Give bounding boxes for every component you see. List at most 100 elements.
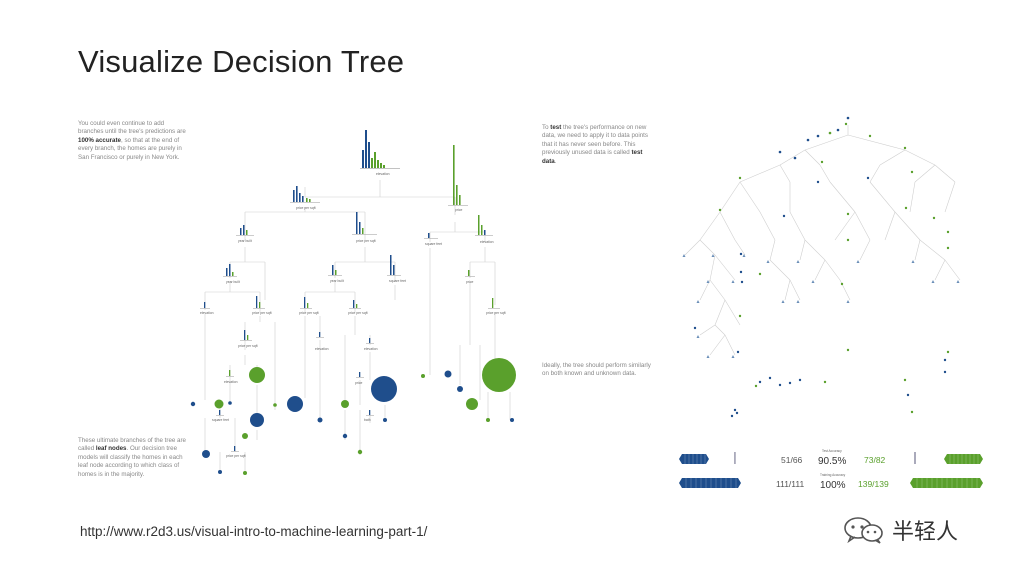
- test-ny-count: 51/66: [781, 455, 803, 465]
- node-elevation-5-label: elevation: [224, 380, 238, 384]
- train-sf-count: 139/139: [858, 479, 889, 489]
- leaf-node: [444, 370, 452, 378]
- node-elevation-3-label: elevation: [200, 311, 214, 315]
- node-elevation-5-histogram: [226, 370, 234, 377]
- node-bath-2-label: bath: [364, 418, 371, 422]
- leaf-paragraph: These ultimate branches of the tree are …: [78, 437, 190, 479]
- node-price-per-sqft-3-histogram: [253, 296, 265, 309]
- train-ny-bar: [679, 478, 741, 488]
- node-price-3-label: price: [355, 381, 362, 385]
- node-bath-label: elevation: [315, 347, 329, 351]
- test-sf-bar: [944, 454, 983, 464]
- node-elevation-3-histogram: [200, 302, 210, 309]
- train-accuracy-caption: Training Accuracy: [820, 473, 846, 477]
- node-price-per-sqft-2-label: price per sqft: [356, 239, 376, 243]
- node-price-per-sqft-2-histogram: [352, 212, 377, 235]
- test-bold-2: test data: [542, 149, 643, 165]
- node-price-per-sqft-7-histogram: [240, 330, 252, 341]
- node-square-feet-3-label: square feet: [212, 418, 229, 422]
- test-misclass-mark: [734, 452, 736, 464]
- leaf-node: [273, 403, 277, 407]
- right-tree-nodes: [693, 116, 950, 418]
- node-price-per-sqft-6-histogram: [488, 298, 500, 309]
- train-sf-bar: [910, 478, 983, 488]
- leaf-text: These ultimate branches of the tree are …: [78, 437, 186, 453]
- test-paragraph: To test the tree's performance on new da…: [542, 124, 654, 166]
- leaf-node: [214, 399, 224, 409]
- node-bath-2-histogram: [366, 410, 374, 416]
- node-year-built-2-label: year built: [226, 280, 240, 284]
- train-accuracy-row: 111/111 Training Accuracy 100% 139/139: [679, 473, 983, 491]
- node-price-per-sqft-4-label: price per sqft: [299, 311, 319, 315]
- node-price-per-sqft-3-label: price per sqft: [252, 311, 272, 315]
- test-accuracy-caption: Test Accuracy: [822, 449, 842, 453]
- node-price-per-sqft-8-histogram: [231, 446, 239, 452]
- node-price-2-histogram: [465, 270, 475, 277]
- leaf-node: [342, 433, 348, 439]
- node-elevation-2-label: elevation: [480, 240, 494, 244]
- leaf-node: [243, 471, 247, 475]
- root-histogram: [360, 130, 400, 169]
- leaf-node: [482, 358, 516, 392]
- right-tree-links: [684, 125, 961, 356]
- train-accuracy-pct: 100%: [820, 480, 846, 491]
- intro-paragraph: You could even continue to add branches …: [78, 120, 190, 162]
- leaf-node: [466, 398, 478, 410]
- test-ny-bar: [679, 454, 709, 464]
- node-square-feet-2-label: square feet: [389, 279, 406, 283]
- leaf-node: [383, 418, 387, 422]
- node-square-feet-3-histogram: [216, 410, 224, 416]
- node-year-built-3-label: year built: [330, 279, 344, 283]
- leaf-node: [242, 433, 248, 439]
- test-text-mid: the tree's performance on new data, we n…: [542, 124, 648, 157]
- leaf-bold: leaf nodes: [95, 445, 127, 453]
- leaf-node: [510, 418, 514, 422]
- right-tree-leaf-marks: [682, 254, 960, 358]
- node-elevation-2-histogram: [475, 215, 493, 236]
- node-year-built-3-histogram: [328, 265, 342, 276]
- leaf-node: [317, 417, 323, 423]
- node-year-built-histogram: [236, 225, 254, 236]
- intro-bold: 100% accurate: [78, 136, 121, 144]
- test-text-end: .: [554, 157, 557, 165]
- node-price-per-sqft-histogram: [290, 186, 320, 203]
- brand-watermark: 半轻人: [842, 514, 958, 546]
- node-elevation-4-label: elevation: [364, 347, 378, 351]
- train-ny-count: 111/111: [776, 479, 804, 489]
- leaf-node: [190, 401, 196, 407]
- node-price-histogram: [448, 145, 468, 206]
- node-price-2-label: price: [466, 280, 473, 284]
- wechat-icon: [844, 517, 883, 544]
- leaf-node: [421, 374, 425, 378]
- node-price-per-sqft-6-label: price per sqft: [486, 311, 506, 315]
- root-node-label: elevation: [376, 172, 390, 176]
- leaf-node: [202, 450, 210, 458]
- node-price-per-sqft-7-label: price per sqft: [238, 344, 258, 348]
- node-bath-histogram: [316, 332, 324, 338]
- left-tree-links: [204, 180, 511, 472]
- node-price-label: price: [455, 208, 462, 212]
- leaf-node: [371, 376, 397, 402]
- test-sf-count: 73/82: [864, 455, 886, 465]
- node-square-feet-histogram: [424, 233, 438, 239]
- test-text: To: [542, 124, 551, 131]
- node-elevation-4-histogram: [366, 338, 374, 344]
- leaf-node: [486, 418, 490, 422]
- leaf-node: [341, 400, 349, 408]
- leaf-node: [250, 413, 264, 427]
- node-square-feet-2-histogram: [387, 255, 401, 276]
- node-price-per-sqft-8-label: price per sqft: [226, 454, 246, 458]
- leaf-node: [357, 449, 363, 455]
- leaf-node: [457, 386, 463, 392]
- ideal-paragraph: Ideally, the tree should perform similar…: [542, 362, 651, 378]
- node-price-per-sqft-5-label: price per sqft: [348, 311, 368, 315]
- test-bold: test: [550, 124, 562, 131]
- node-year-built-label: year built: [238, 239, 252, 243]
- test-accuracy-pct: 90.5%: [818, 456, 846, 467]
- node-price-per-sqft-4-histogram: [300, 297, 312, 309]
- intro-text-end: , so that at the end of every branch, th…: [78, 136, 182, 161]
- leaf-node: [249, 367, 265, 383]
- source-url-link[interactable]: http://www.r2d3.us/visual-intro-to-machi…: [80, 524, 428, 539]
- node-price-3-histogram: [356, 372, 364, 378]
